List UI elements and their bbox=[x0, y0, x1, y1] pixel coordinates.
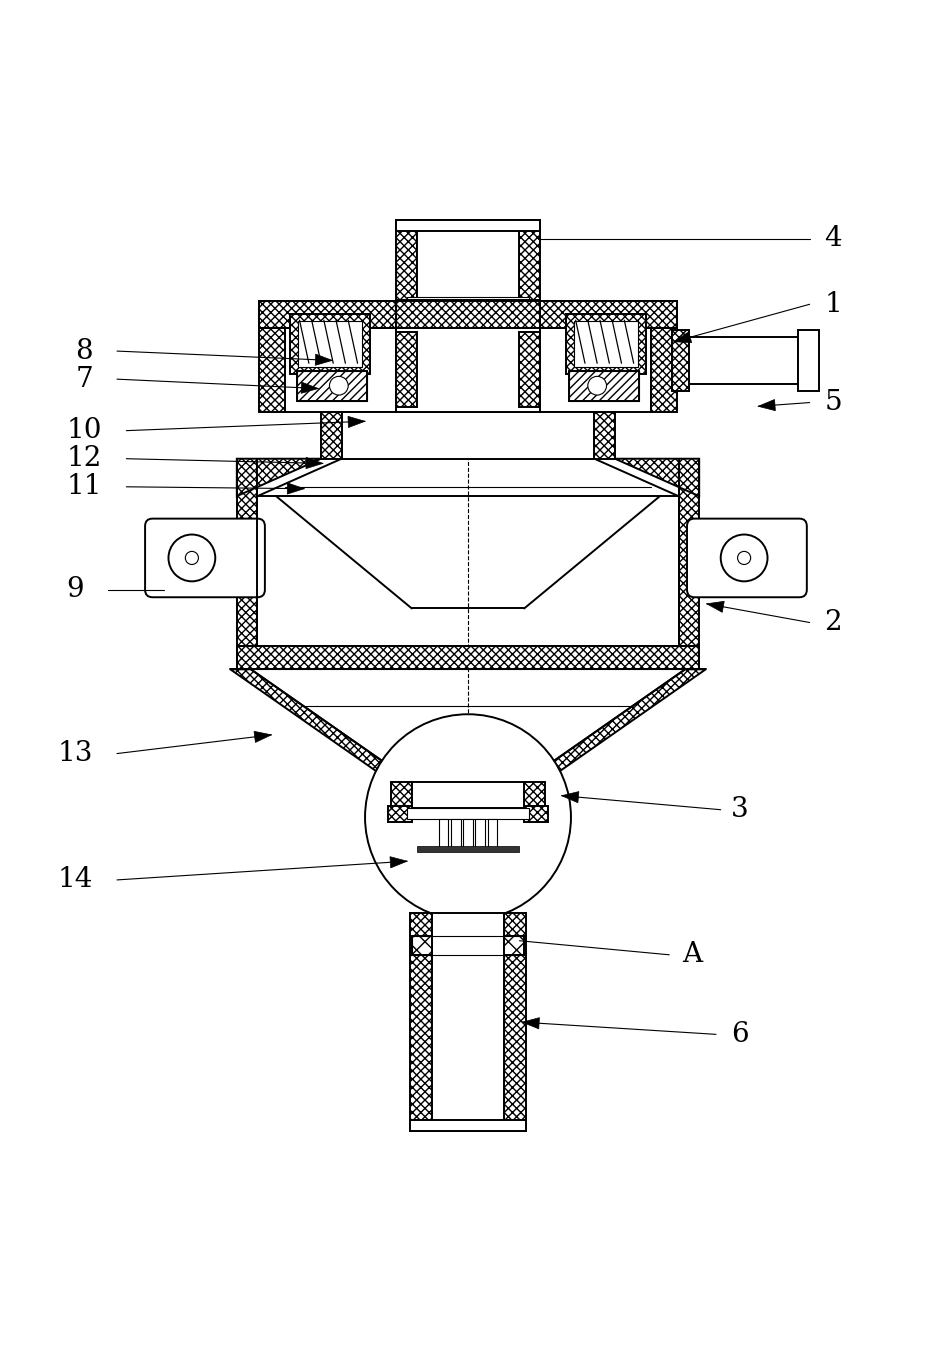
Bar bbox=[297, 371, 367, 400]
Bar bbox=[342, 412, 594, 458]
Polygon shape bbox=[306, 457, 323, 469]
Bar bbox=[594, 412, 615, 458]
Text: A: A bbox=[682, 941, 703, 968]
Polygon shape bbox=[758, 399, 775, 411]
Bar bbox=[798, 329, 819, 391]
Bar bbox=[396, 220, 540, 232]
Bar bbox=[463, 820, 473, 847]
Bar bbox=[237, 646, 699, 670]
Text: 3: 3 bbox=[731, 797, 748, 824]
Bar bbox=[569, 371, 639, 400]
Text: 13: 13 bbox=[57, 740, 93, 767]
Circle shape bbox=[365, 714, 571, 921]
FancyBboxPatch shape bbox=[687, 519, 807, 597]
Text: 11: 11 bbox=[66, 473, 102, 500]
Polygon shape bbox=[390, 857, 407, 868]
Bar bbox=[298, 321, 362, 367]
Polygon shape bbox=[254, 732, 271, 743]
Text: 14: 14 bbox=[57, 867, 93, 894]
Bar bbox=[566, 314, 646, 375]
Bar bbox=[396, 302, 540, 328]
Bar bbox=[679, 458, 699, 646]
Circle shape bbox=[588, 376, 607, 395]
Polygon shape bbox=[230, 670, 412, 782]
Text: 1: 1 bbox=[825, 291, 841, 318]
Bar bbox=[504, 913, 526, 1131]
FancyBboxPatch shape bbox=[145, 519, 265, 597]
Text: 9: 9 bbox=[66, 576, 83, 604]
Bar bbox=[259, 302, 677, 328]
Bar bbox=[439, 820, 448, 847]
Polygon shape bbox=[522, 1018, 539, 1029]
Bar bbox=[569, 371, 639, 400]
Bar bbox=[519, 333, 540, 407]
Text: 8: 8 bbox=[76, 337, 93, 364]
Circle shape bbox=[721, 535, 768, 581]
Bar bbox=[677, 337, 798, 384]
Bar bbox=[410, 913, 432, 1131]
Bar bbox=[451, 820, 461, 847]
Polygon shape bbox=[237, 458, 321, 496]
Bar bbox=[488, 820, 497, 847]
Text: 10: 10 bbox=[66, 417, 102, 443]
Circle shape bbox=[329, 376, 348, 395]
Polygon shape bbox=[615, 458, 699, 496]
Bar bbox=[321, 412, 342, 458]
Polygon shape bbox=[315, 355, 332, 365]
Bar bbox=[391, 782, 412, 807]
Bar bbox=[651, 328, 677, 412]
Bar bbox=[237, 646, 699, 670]
Bar bbox=[417, 847, 519, 852]
Bar bbox=[407, 297, 529, 314]
Bar bbox=[432, 913, 504, 1131]
Polygon shape bbox=[301, 381, 318, 394]
Bar bbox=[519, 220, 540, 328]
Bar bbox=[388, 806, 412, 822]
Text: 6: 6 bbox=[731, 1020, 748, 1047]
Bar bbox=[396, 333, 417, 407]
Bar bbox=[396, 299, 540, 412]
Text: 2: 2 bbox=[825, 609, 841, 636]
Bar bbox=[524, 806, 548, 822]
Text: 4: 4 bbox=[825, 225, 841, 252]
Polygon shape bbox=[674, 332, 692, 342]
Bar bbox=[412, 936, 524, 954]
Polygon shape bbox=[562, 791, 578, 803]
Bar bbox=[407, 807, 529, 820]
Bar bbox=[504, 936, 524, 954]
Circle shape bbox=[738, 551, 751, 565]
Text: 7: 7 bbox=[76, 365, 93, 392]
Bar bbox=[475, 820, 485, 847]
Polygon shape bbox=[707, 601, 724, 612]
Polygon shape bbox=[287, 483, 304, 495]
Bar bbox=[237, 458, 257, 646]
Text: 5: 5 bbox=[825, 390, 841, 417]
Bar bbox=[259, 328, 285, 412]
Circle shape bbox=[168, 535, 215, 581]
Bar bbox=[412, 936, 432, 954]
Circle shape bbox=[185, 551, 198, 565]
Bar bbox=[412, 782, 524, 807]
Bar bbox=[417, 220, 519, 328]
Polygon shape bbox=[524, 670, 706, 782]
Text: 12: 12 bbox=[66, 445, 102, 472]
Bar bbox=[290, 314, 370, 375]
Bar bbox=[574, 321, 638, 367]
Bar bbox=[524, 782, 545, 807]
Bar bbox=[672, 329, 689, 391]
Bar bbox=[297, 371, 367, 400]
Bar bbox=[410, 1120, 526, 1131]
Polygon shape bbox=[348, 417, 365, 427]
Bar bbox=[396, 220, 417, 328]
Bar bbox=[259, 302, 677, 328]
